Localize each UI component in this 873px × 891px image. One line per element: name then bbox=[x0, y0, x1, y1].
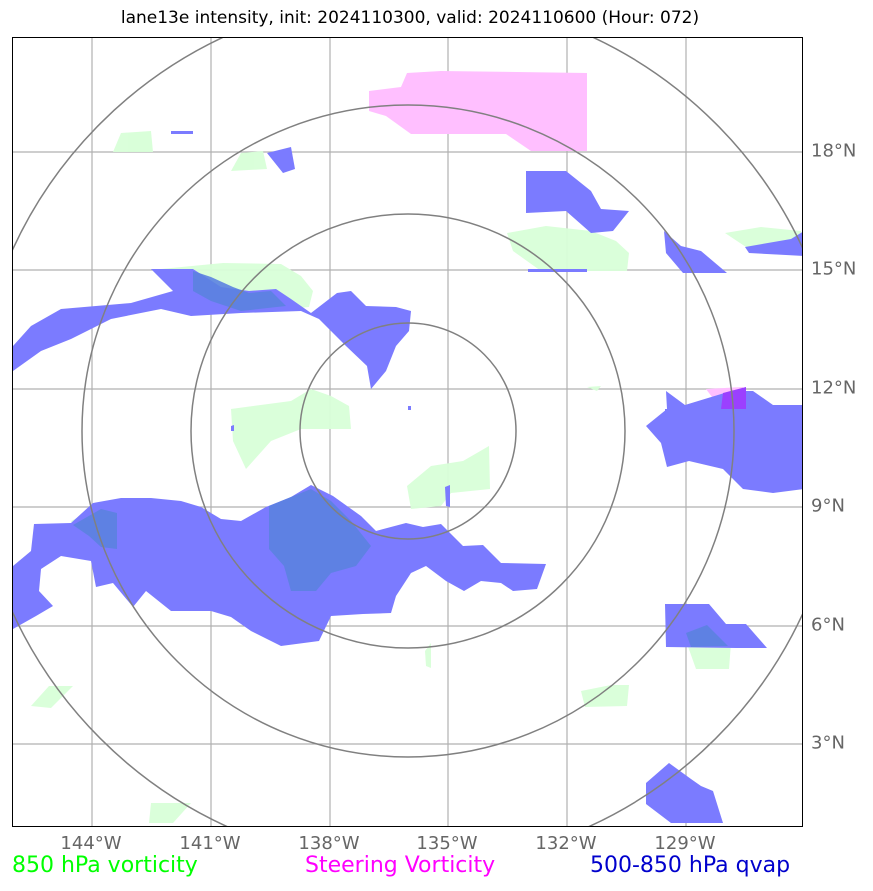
map-canvas bbox=[13, 38, 802, 826]
vorticity-area bbox=[407, 446, 490, 509]
range-ring-2 bbox=[190, 213, 626, 649]
qvap-area bbox=[664, 231, 727, 273]
qvap-contours bbox=[13, 131, 802, 823]
legend-qvap: 500-850 hPa qvap bbox=[590, 853, 791, 878]
vorticity-area bbox=[587, 386, 601, 391]
vorticity-area bbox=[113, 131, 153, 152]
qvap-area bbox=[231, 425, 234, 431]
vorticity-area bbox=[149, 803, 191, 823]
legend-850-vorticity: 850 hPa vorticity bbox=[12, 853, 198, 878]
qvap-area bbox=[445, 485, 450, 507]
qvap-area bbox=[171, 131, 193, 134]
vorticity-area bbox=[231, 389, 351, 469]
map-panel[interactable] bbox=[12, 37, 803, 827]
lat-label-9n: 9°N bbox=[811, 495, 845, 517]
range-ring-3 bbox=[81, 104, 735, 758]
qvap-area bbox=[408, 406, 411, 410]
overlap-area bbox=[269, 489, 371, 591]
range-ring-1 bbox=[299, 322, 517, 540]
lon-label-132w: 132°W bbox=[535, 833, 597, 854]
legend-steering-vorticity: Steering Vorticity bbox=[305, 853, 496, 878]
vorticity-area bbox=[425, 643, 431, 668]
overlap-area bbox=[73, 509, 117, 549]
lon-label-129w: 129°W bbox=[654, 833, 716, 854]
vorticity-area bbox=[507, 226, 629, 271]
steering-overlap-area bbox=[721, 387, 746, 409]
vorticity-area bbox=[31, 686, 73, 708]
lat-label-6n: 6°N bbox=[811, 614, 845, 636]
lon-label-138w: 138°W bbox=[298, 833, 360, 854]
qvap-area bbox=[665, 409, 669, 457]
lon-label-144w: 144°W bbox=[60, 833, 122, 854]
qvap-area bbox=[13, 485, 546, 646]
lat-label-12n: 12°N bbox=[811, 377, 857, 399]
qvap-area bbox=[646, 763, 723, 823]
qvap-area bbox=[528, 269, 587, 272]
range-rings bbox=[13, 38, 802, 826]
qvap-area bbox=[267, 147, 295, 173]
lon-label-141w: 141°W bbox=[179, 833, 241, 854]
lat-label-3n: 3°N bbox=[811, 732, 845, 754]
lat-label-15n: 15°N bbox=[811, 258, 857, 280]
lon-label-135w: 135°W bbox=[416, 833, 478, 854]
overlap-area bbox=[686, 625, 728, 647]
qvap-area bbox=[526, 171, 629, 233]
qvap-area bbox=[745, 232, 802, 256]
qvap-area bbox=[646, 391, 802, 493]
steering-vorticity-area bbox=[369, 71, 587, 151]
lat-label-18n: 18°N bbox=[811, 140, 857, 162]
vorticity-area bbox=[581, 685, 629, 707]
overlap-area bbox=[193, 271, 286, 311]
map-title: lane13e intensity, init: 2024110300, val… bbox=[120, 8, 700, 28]
overlap-contours bbox=[73, 271, 728, 647]
vorticity-area bbox=[231, 151, 267, 171]
